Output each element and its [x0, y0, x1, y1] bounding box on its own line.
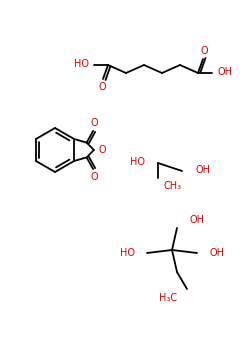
Text: HO: HO	[120, 248, 135, 258]
Text: O: O	[98, 82, 106, 92]
Text: O: O	[200, 46, 208, 56]
Text: OH: OH	[217, 67, 232, 77]
Text: OH: OH	[209, 248, 224, 258]
Text: OH: OH	[189, 215, 204, 225]
Text: O: O	[90, 172, 98, 182]
Text: HO: HO	[74, 59, 89, 69]
Text: O: O	[90, 118, 98, 128]
Text: O: O	[98, 145, 106, 155]
Text: H₃C: H₃C	[159, 293, 177, 303]
Text: CH₃: CH₃	[163, 181, 181, 191]
Text: HO: HO	[130, 157, 145, 167]
Text: OH: OH	[195, 165, 210, 175]
